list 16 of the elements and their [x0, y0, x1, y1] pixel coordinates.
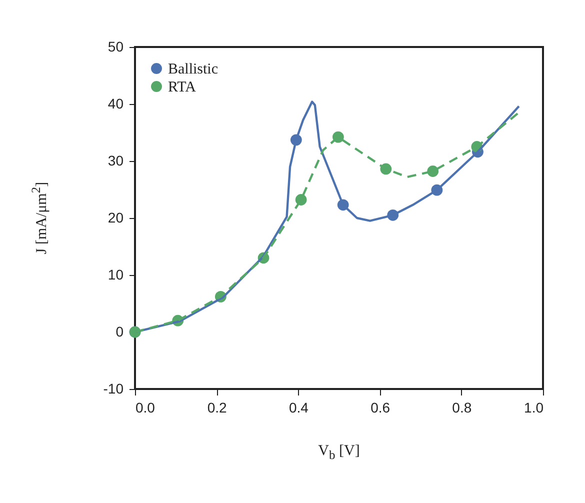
x-tick-label: 0.8 [452, 400, 472, 416]
x-tick-label: 0.0 [136, 400, 156, 416]
y-tick-label: 20 [108, 210, 124, 226]
y-tick-label: 30 [108, 152, 124, 168]
y-tick-label: 0 [116, 324, 124, 340]
y-tick-label: 50 [108, 38, 124, 54]
legend-label: Ballistic [168, 62, 218, 78]
x-axis-title: V$_{b}$ [V] [318, 443, 360, 463]
legend-label: RTA [168, 80, 196, 96]
y-tick-label: -10 [103, 380, 124, 396]
y-tick-label: 10 [108, 266, 124, 282]
x-tick-label: 0.2 [207, 400, 228, 416]
x-tick-label: 0.4 [288, 400, 309, 416]
x-tick-label: 0.6 [370, 400, 390, 416]
y-tick-label: 40 [108, 96, 124, 112]
x-tick-label: 1.0 [524, 400, 544, 416]
